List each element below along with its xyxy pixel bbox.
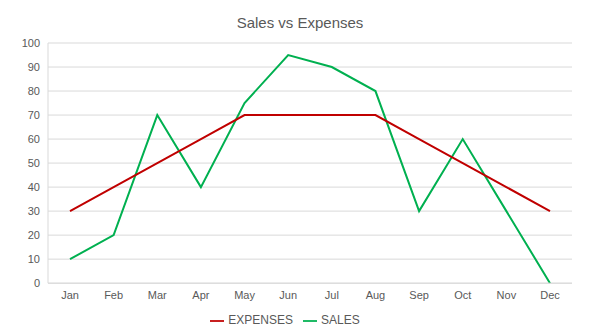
svg-text:Mar: Mar: [148, 289, 167, 301]
html-text:Sales vs Expenses: Sales vs Expenses: [236, 14, 364, 31]
svg-text:Jun: Jun: [279, 289, 297, 301]
svg-text:10: 10: [28, 253, 40, 265]
html-text:SALES: SALES: [321, 313, 360, 328]
svg-text:Jul: Jul: [325, 289, 339, 301]
svg-text:70: 70: [28, 109, 40, 121]
svg-text:20: 20: [28, 229, 40, 241]
svg-text:Apr: Apr: [192, 289, 209, 301]
svg-text:May: May: [234, 289, 255, 301]
svg-text:Aug: Aug: [366, 289, 386, 301]
html-text:EXPENSES: EXPENSES: [228, 313, 293, 328]
svg-text:60: 60: [28, 133, 40, 145]
svg-text:Jan: Jan: [61, 289, 79, 301]
svg-text:30: 30: [28, 205, 40, 217]
svg-text:90: 90: [28, 61, 40, 73]
svg-text:80: 80: [28, 85, 40, 97]
svg-text:50: 50: [28, 157, 40, 169]
svg-text:Feb: Feb: [104, 289, 123, 301]
svg-text:Sep: Sep: [409, 289, 429, 301]
svg-text:Nov: Nov: [497, 289, 517, 301]
svg-text:100: 100: [22, 38, 40, 49]
svg-text:Dec: Dec: [540, 289, 560, 301]
svg-text:0: 0: [34, 277, 40, 289]
svg-text:40: 40: [28, 181, 40, 193]
svg-text:Oct: Oct: [454, 289, 471, 301]
